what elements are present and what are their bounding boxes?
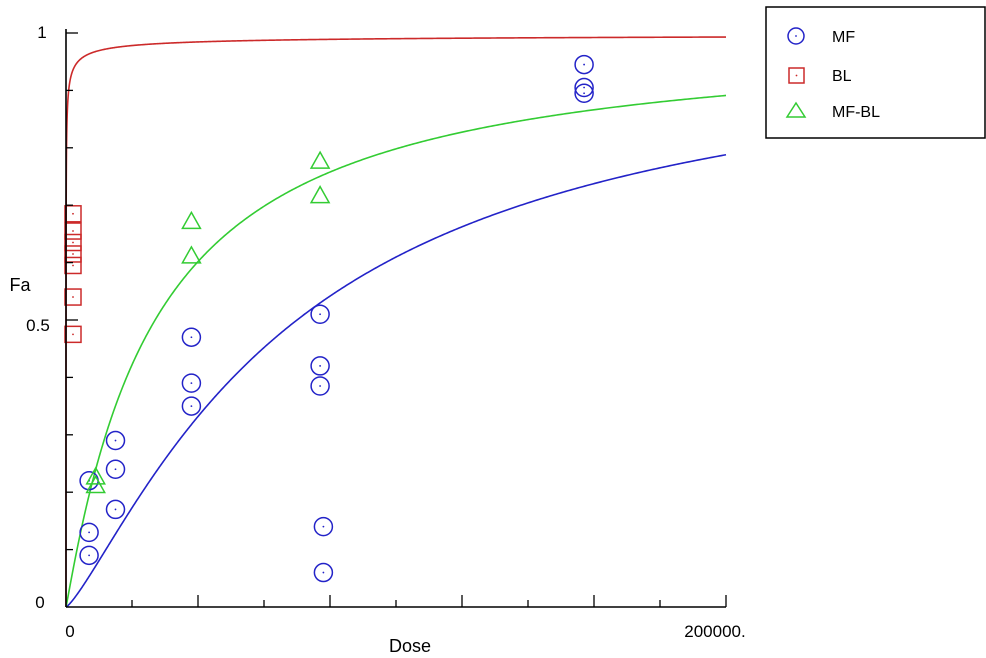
data-point-mf [310,376,330,396]
fit-curve-bl [65,36,727,607]
data-point-mf [310,304,330,325]
data-point-mf-bl [309,150,331,169]
data-points [64,54,594,583]
data-point-mf-bl [85,466,106,485]
legend-box [765,6,986,139]
data-point-mf [105,459,126,479]
data-point-bl [64,325,82,344]
data-point-mf [105,499,126,520]
legend-label-mf-bl: MF-BL [832,104,880,121]
legend-label-bl: BL [832,68,852,85]
x-axis-ticks [131,595,727,607]
data-point-bl [64,205,82,223]
data-point-bl [64,256,82,275]
fit-curve-mf [65,153,727,608]
legend-label-mf: MF [832,29,855,46]
data-point-mf-bl [181,245,202,264]
data-point-bl [64,245,82,263]
fit-curve-mf-bl [65,94,727,608]
data-point-mf [574,83,594,104]
x-tick-label-min: 0 [65,622,74,641]
data-point-mf-bl [85,474,106,494]
data-point-bl [64,233,82,252]
x-tick-label-max: 200000. [684,622,745,641]
data-point-mf [181,396,202,416]
y-axis: 1 0.5 0 Fa [9,23,78,612]
data-point-mf [574,54,594,75]
y-axis-ticks [66,32,78,551]
legend-marker-mf [787,27,805,45]
data-point-mf [313,562,334,583]
legend: MF BL MF-BL [765,6,986,139]
legend-marker-mf-bl [785,101,807,118]
x-axis-title: Dose [389,636,431,656]
data-point-bl [64,222,82,240]
data-point-mf [105,430,126,451]
data-point-mf-bl [181,210,202,230]
data-point-mf [79,522,99,543]
y-tick-label-min: 0 [35,593,44,612]
data-point-mf [181,373,202,393]
y-tick-label-mid: 0.5 [26,316,50,335]
y-tick-label-max: 1 [37,23,46,42]
data-point-mf [574,77,594,98]
y-axis-title: Fa [9,275,31,295]
data-point-mf [310,356,330,376]
data-point-mf-bl [309,185,331,204]
data-point-mf [79,545,99,566]
fit-curves [65,36,727,608]
data-point-mf [181,327,202,347]
data-point-mf [313,516,334,537]
legend-item-bl: BL [788,67,852,85]
legend-marker-bl [788,67,805,84]
legend-item-mf: MF [787,27,855,46]
data-point-bl [64,288,82,306]
legend-item-mf-bl: MF-BL [785,101,880,121]
x-axis: 0 200000. Dose [65,595,746,656]
